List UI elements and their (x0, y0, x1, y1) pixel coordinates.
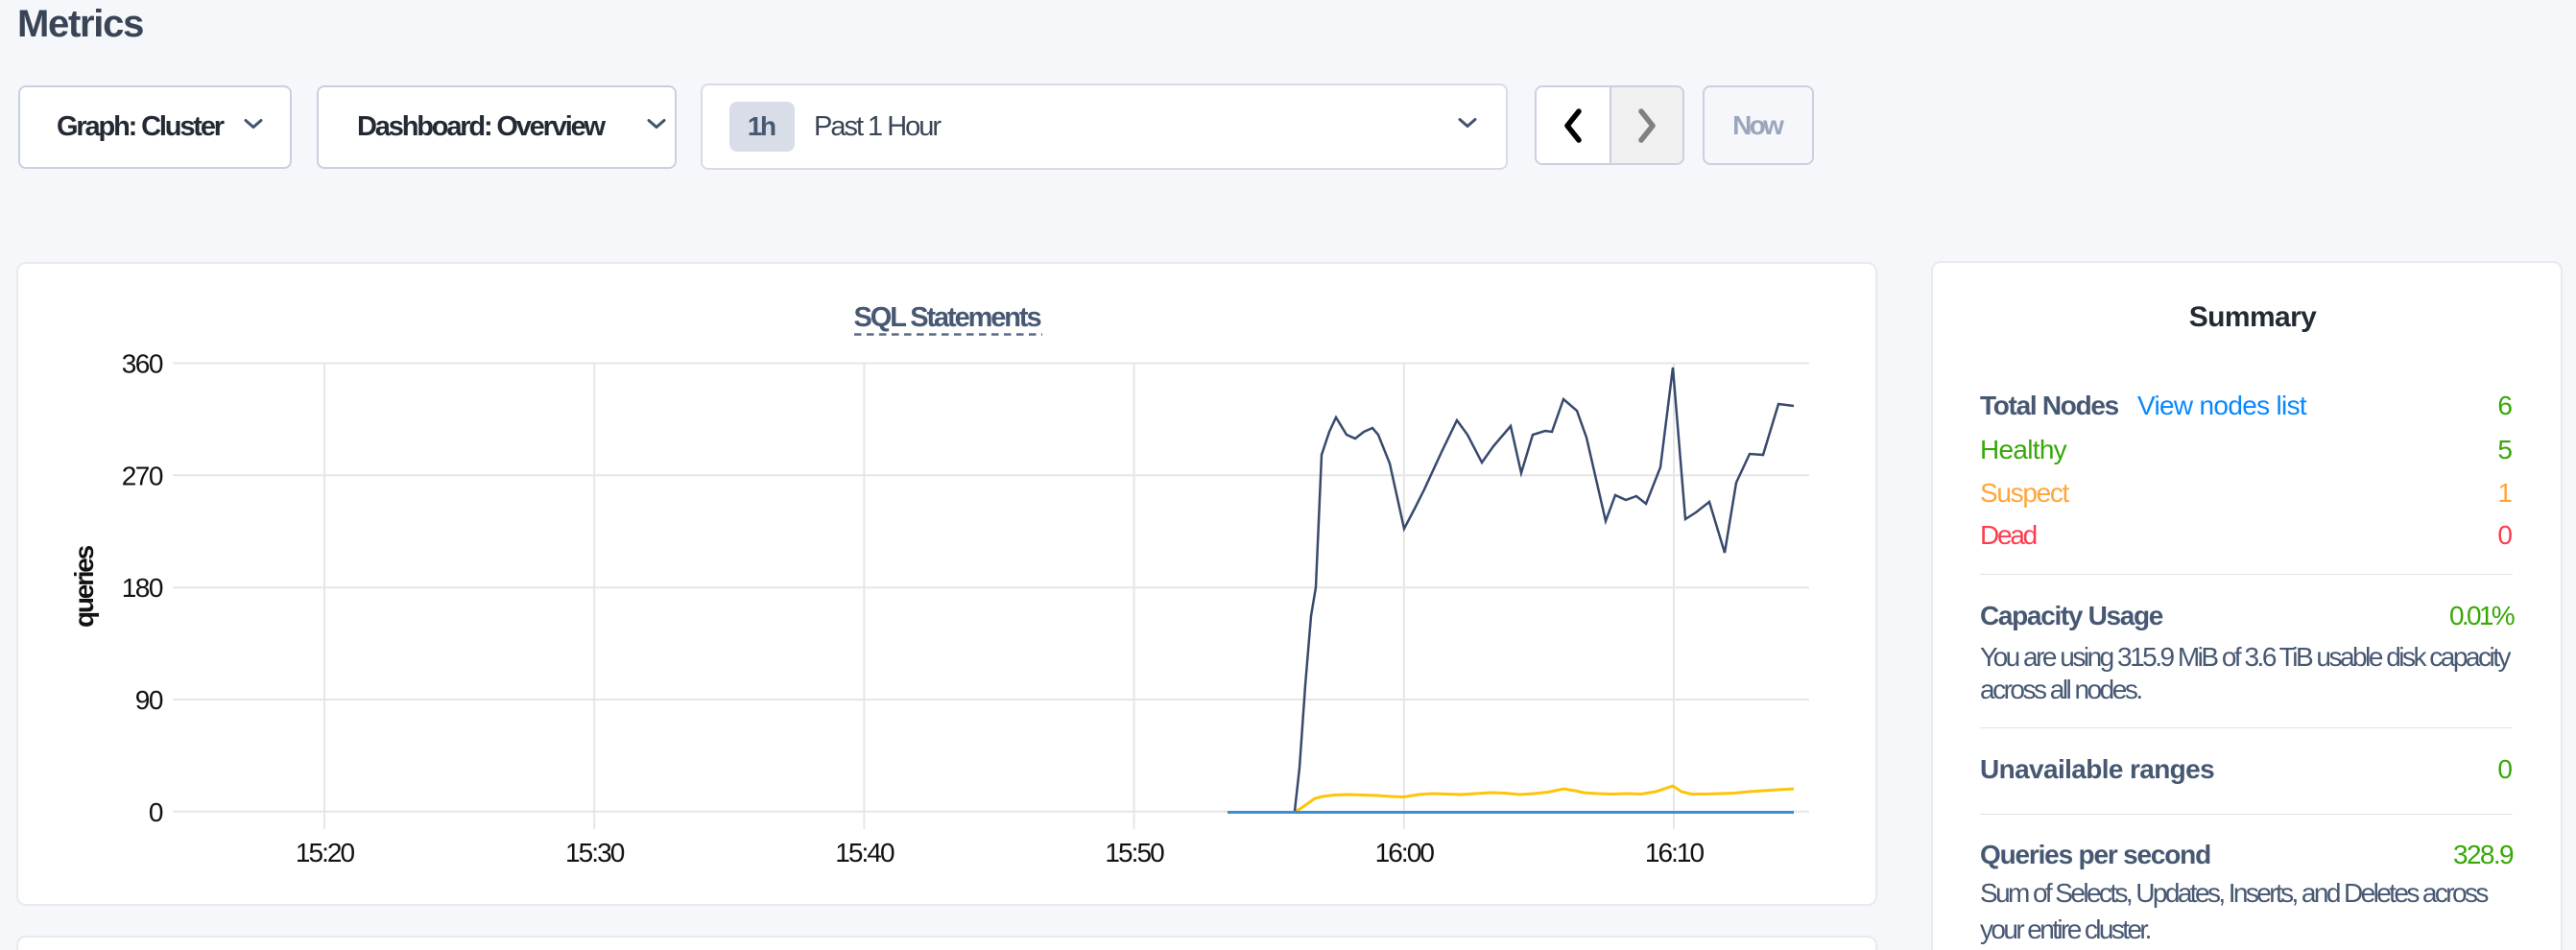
svg-text:16:10: 16:10 (1645, 838, 1705, 867)
svg-text:15:20: 15:20 (296, 838, 355, 867)
svg-text:queries: queries (69, 545, 99, 628)
svg-text:15:40: 15:40 (835, 838, 894, 867)
svg-text:15:50: 15:50 (1105, 838, 1164, 867)
svg-text:0: 0 (149, 797, 163, 827)
svg-text:270: 270 (122, 461, 163, 490)
svg-text:360: 360 (122, 349, 163, 379)
svg-text:90: 90 (135, 685, 163, 715)
svg-text:180: 180 (122, 573, 163, 603)
svg-text:15:30: 15:30 (565, 838, 625, 867)
svg-text:16:00: 16:00 (1375, 838, 1435, 867)
